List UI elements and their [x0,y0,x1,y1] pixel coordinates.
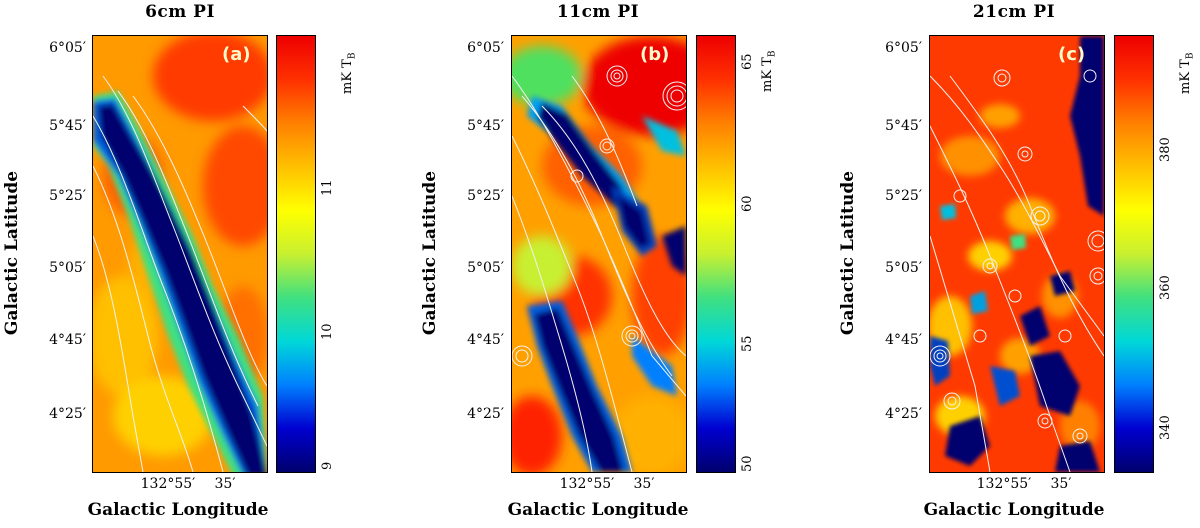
y-tick: 5°05′ [467,260,504,276]
pi-map-11cm [511,35,687,473]
panel-6cm: 6cm PI Galactic Latitude 6°05′ 5°45′ 5°2… [0,0,400,528]
panel-label: (c) [1058,44,1086,65]
y-tick: 5°25′ [467,188,504,204]
x-tick: 132°55′ [559,476,615,492]
colorbar-tick: 380 [1158,137,1173,162]
colorbar-tick: 10 [320,323,335,340]
y-tick: 6°05′ [467,40,504,56]
x-tick: 35′ [1050,476,1072,492]
x-axis-label: Galactic Longitude [923,500,1105,520]
y-tick: 4°45′ [467,332,504,348]
colorbar-11cm [696,35,736,473]
y-tick: 4°45′ [49,332,86,348]
x-tick: 132°55′ [140,476,196,492]
y-tick: 5°45′ [49,118,86,134]
panel-title: 11cm PI [556,2,640,22]
colorbar-tick: 55 [740,335,755,352]
panel-21cm: 21cm PI Galactic Latitude 6°05′ 5°45′ 5°… [836,0,1200,528]
colorbar-tick: 340 [1158,415,1173,440]
y-tick: 4°25′ [467,406,504,422]
x-tick: 132°55′ [976,476,1032,492]
y-tick: 5°45′ [467,118,504,134]
x-tick: 35′ [214,476,236,492]
colorbar-unit: mK TB [340,52,358,94]
colorbar-tick: 11 [320,179,335,196]
colorbar-21cm [1114,35,1154,473]
colorbar-unit: mK TB [760,50,778,92]
y-axis-label: Galactic Latitude [420,170,440,336]
colorbar-6cm [276,35,316,473]
panel-11cm: 11cm PI Galactic Latitude 6°05′ 5°45′ 5°… [416,0,816,528]
y-tick: 5°05′ [49,260,86,276]
colorbar-tick: 360 [1158,275,1173,300]
colorbar-tick: 9 [320,461,335,470]
x-axis-label: Galactic Longitude [507,500,689,520]
y-tick: 6°05′ [49,40,86,56]
y-tick: 5°05′ [885,260,922,276]
panel-label: (b) [640,44,670,65]
pi-map-21cm [929,35,1105,473]
y-axis-label: Galactic Latitude [2,170,22,336]
colorbar-tick: 60 [740,195,755,212]
y-tick: 5°45′ [885,118,922,134]
y-tick: 4°45′ [885,332,922,348]
y-tick: 6°05′ [885,40,922,56]
panel-title: 6cm PI [145,2,215,22]
x-axis-label: Galactic Longitude [87,500,269,520]
y-axis-label: Galactic Latitude [838,170,858,336]
panel-title: 21cm PI [972,2,1056,22]
pi-map-6cm [92,35,268,473]
colorbar-tick: 50 [740,455,755,472]
y-tick: 5°25′ [49,188,86,204]
colorbar-tick: 65 [740,53,755,70]
y-tick: 5°25′ [885,188,922,204]
colorbar-unit: mK TB [1178,52,1196,94]
y-tick: 4°25′ [49,406,86,422]
y-tick: 4°25′ [885,406,922,422]
panel-label: (a) [222,44,251,65]
x-tick: 35′ [633,476,655,492]
